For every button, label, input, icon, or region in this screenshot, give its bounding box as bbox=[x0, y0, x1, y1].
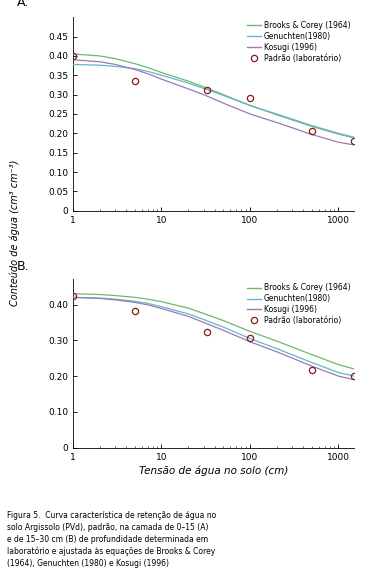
Text: Figura 5.  Curva característica de retenção de água no
solo Argissolo (PVd), pad: Figura 5. Curva característica de retenç… bbox=[7, 511, 216, 568]
Legend: Brooks & Corey (1964), Genuchten(1980), Kosugi (1996), Padrão (laboratório): Brooks & Corey (1964), Genuchten(1980), … bbox=[245, 282, 352, 327]
Text: Conteúdo de água (cm³ cm⁻³): Conteúdo de água (cm³ cm⁻³) bbox=[9, 159, 20, 306]
Legend: Brooks & Corey (1964), Genuchten(1980), Kosugi (1996), Padrão (laboratório): Brooks & Corey (1964), Genuchten(1980), … bbox=[245, 20, 352, 64]
Text: A.: A. bbox=[17, 0, 29, 10]
X-axis label: Tensão de água no solo (cm): Tensão de água no solo (cm) bbox=[139, 466, 288, 476]
Text: B.: B. bbox=[17, 259, 30, 273]
